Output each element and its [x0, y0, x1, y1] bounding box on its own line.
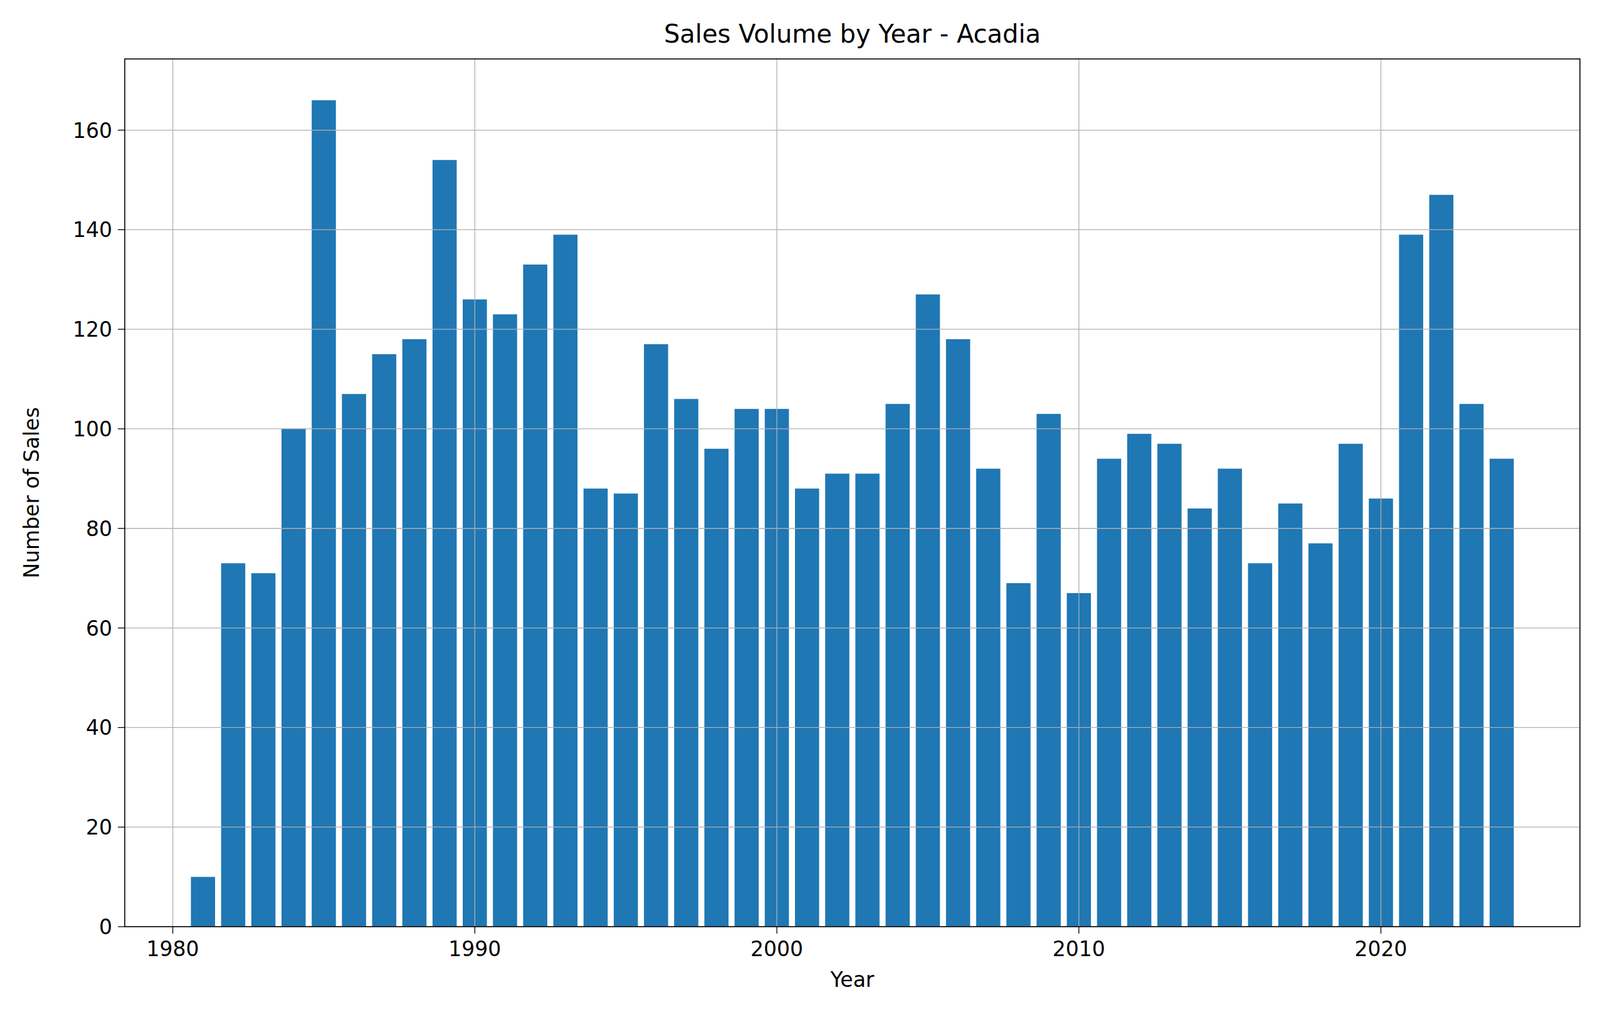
- tick-label: 80: [85, 516, 113, 542]
- bar: [673, 398, 699, 927]
- bar: [1398, 234, 1424, 927]
- bar: [1459, 403, 1485, 927]
- bar: [1127, 433, 1152, 927]
- bar: [1429, 194, 1454, 927]
- bar: [643, 344, 669, 927]
- bar: [734, 408, 760, 927]
- x-label: Year: [830, 967, 875, 992]
- tick-label: 2020: [1354, 936, 1408, 962]
- tick: [117, 428, 125, 429]
- bar: [221, 563, 246, 927]
- bar: [1489, 458, 1515, 927]
- tick-label: 100: [72, 416, 113, 442]
- bar: [1338, 443, 1364, 927]
- bars: [191, 100, 1515, 927]
- bar: [1036, 413, 1061, 927]
- bar: [432, 159, 458, 927]
- bar: [341, 393, 367, 927]
- tick: [1078, 926, 1079, 934]
- bar: [885, 403, 910, 927]
- bar: [402, 339, 427, 927]
- tick: [776, 926, 777, 934]
- bar: [372, 354, 397, 927]
- bar: [583, 488, 609, 927]
- bar: [825, 473, 850, 927]
- background: [0, 0, 1600, 1027]
- tick: [117, 826, 125, 828]
- bar: [704, 448, 729, 927]
- tick-label: 2000: [750, 936, 804, 962]
- tick: [117, 627, 125, 629]
- tick: [172, 926, 174, 934]
- grid-line: [124, 627, 1580, 629]
- bar: [1157, 443, 1182, 927]
- title: Sales Volume by Year - Acadia: [663, 19, 1041, 49]
- tick: [117, 727, 125, 728]
- grid-line: [1380, 58, 1382, 927]
- bar: [613, 493, 639, 927]
- bar: [251, 573, 276, 927]
- grid: [124, 58, 1580, 927]
- tick: [117, 129, 125, 131]
- tick-label: 20: [85, 815, 113, 840]
- bar: [492, 314, 518, 927]
- tick: [117, 527, 125, 529]
- tick: [117, 329, 125, 330]
- tick-label: 40: [85, 715, 113, 740]
- bar: [946, 339, 971, 927]
- bar: [281, 428, 306, 927]
- tick-label: 2010: [1052, 936, 1106, 962]
- tick-label: 1980: [146, 936, 200, 962]
- grid-line: [124, 229, 1580, 231]
- bar: [794, 488, 820, 927]
- tick-label: 120: [72, 317, 113, 342]
- bar: [1278, 503, 1303, 927]
- grid-line: [124, 527, 1580, 529]
- grid-line: [124, 428, 1580, 429]
- grid-line: [124, 727, 1580, 728]
- grid-line: [1078, 58, 1079, 927]
- bar: [553, 234, 579, 927]
- bar: [915, 294, 941, 927]
- bar: [855, 473, 880, 927]
- tick: [1380, 926, 1382, 934]
- bar: [1006, 583, 1031, 927]
- bar: [1248, 563, 1273, 927]
- grid-line: [776, 58, 777, 927]
- grid-line: [172, 58, 174, 927]
- grid-line: [124, 129, 1580, 131]
- bar: [976, 468, 1001, 927]
- tick-label: 60: [85, 616, 113, 641]
- frame: [124, 58, 1580, 927]
- bar: [1187, 508, 1212, 927]
- y-label: Number of Sales: [19, 406, 44, 579]
- tick: [117, 926, 125, 927]
- tick-label: 0: [99, 914, 113, 940]
- tick-label: 160: [72, 118, 113, 143]
- grid-line: [124, 329, 1580, 330]
- tick: [474, 926, 476, 934]
- bar: [1308, 543, 1333, 927]
- bar: [1097, 458, 1122, 927]
- tick-label: 1990: [448, 936, 501, 962]
- grid-line: [124, 826, 1580, 828]
- tick-label: 140: [72, 217, 113, 243]
- bar: [1217, 468, 1243, 927]
- chart: 1980 1990 2000 2010 2020 0 20 40 60 80 100 120 140 16…: [0, 0, 1600, 1027]
- tick: [117, 229, 125, 231]
- bar: [311, 100, 337, 927]
- bar: [191, 877, 216, 927]
- grid-line: [474, 58, 476, 927]
